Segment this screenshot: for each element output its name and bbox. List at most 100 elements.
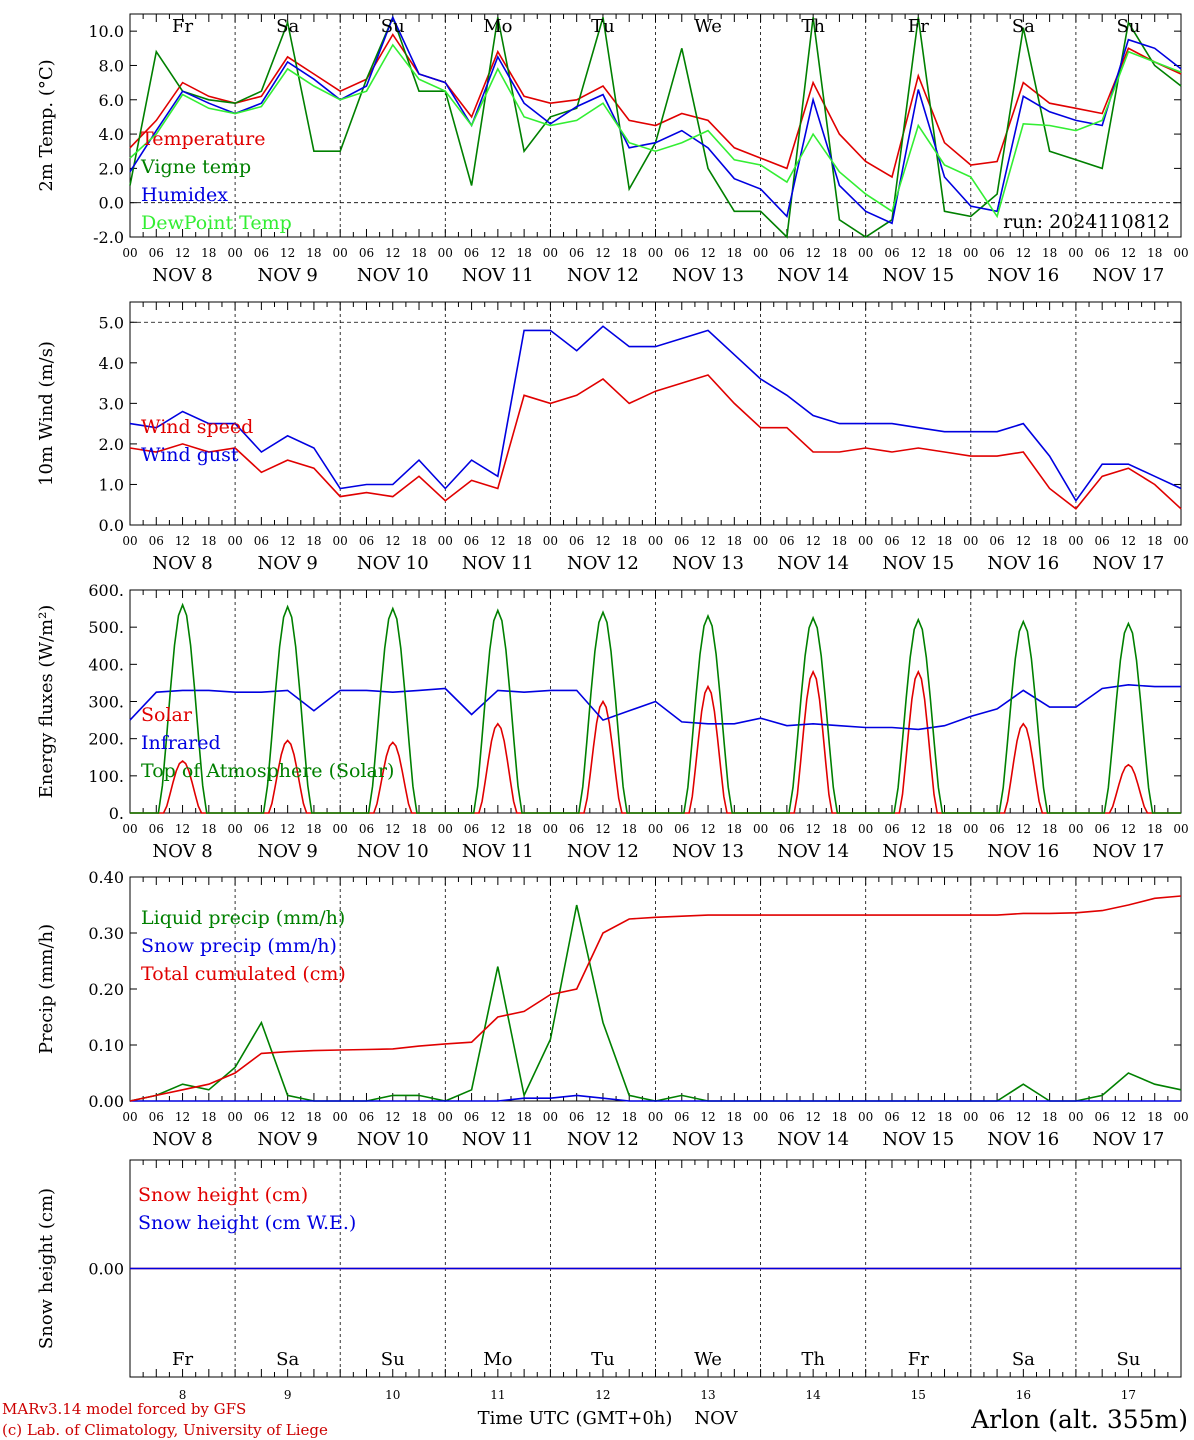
x-hour-label: 00 [1173,246,1188,260]
x-hour-label: 06 [464,534,479,548]
x-hour-label: 00 [543,246,558,260]
x-hour-label: 06 [569,1110,584,1124]
x-hour-label: 12 [1016,1110,1031,1124]
date-label: NOV 8 [152,553,212,574]
x-hour-label: 06 [464,1110,479,1124]
x-hour-label: 00 [543,1110,558,1124]
series-line-2 [129,325,1182,503]
y-tick-label: 5.0 [99,313,124,332]
date-label: NOV 14 [777,553,849,574]
x-hour-label: 18 [516,822,531,836]
x-hour-label: 06 [569,822,584,836]
y-axis-title: Precip (mm/h) [36,924,57,1054]
weekday-label: Fr [172,16,193,37]
panel-4 [129,876,1182,1102]
x-hour-label: 12 [806,822,821,836]
x-hour-label: 18 [516,1110,531,1124]
x-hour-label: 00 [858,1110,873,1124]
x-hour-label: 18 [1147,822,1162,836]
x-hour-label: 12 [700,534,715,548]
series-line-1 [129,374,1182,510]
x-hour-label: 00 [1173,822,1188,836]
date-label: NOV 10 [357,1129,429,1150]
date-label: NOV 10 [357,553,429,574]
x-hour-label: 00 [1068,822,1083,836]
x-hour-label: 12 [175,246,190,260]
date-label: NOV 13 [672,841,744,862]
day-number: 10 [385,1388,400,1402]
weekday-label: Th [801,1349,825,1370]
x-hour-label: 00 [753,534,768,548]
x-hour-label: 18 [1147,1110,1162,1124]
y-tick-label: 0.00 [88,1092,124,1111]
y-tick-label: 100. [88,767,124,786]
month-label: NOV [694,1408,738,1429]
y-tick-label: -2.0 [93,228,124,247]
x-hour-label: 00 [227,246,242,260]
x-axis-title: Time UTC (GMT+0h) [478,1408,673,1429]
x-hour-label: 12 [806,1110,821,1124]
y-tick-label: 0.40 [88,868,124,887]
legend-entry: DewPoint Temp [141,212,292,234]
x-hour-label: 00 [1173,534,1188,548]
y-tick-label: 0.00 [88,1260,124,1279]
legend-entry: Wind speed [141,416,253,438]
x-hour-label: 00 [333,534,348,548]
series-line-2 [130,1094,1181,1102]
x-hour-label: 12 [911,1110,926,1124]
y-tick-label: 600. [88,581,124,600]
x-hour-label: 12 [1016,246,1031,260]
x-hour-label: 06 [989,534,1004,548]
x-hour-label: 06 [989,1110,1004,1124]
x-hour-label: 18 [306,822,321,836]
legend-entry: Total cumulated (cm) [141,963,346,985]
date-label: NOV 17 [1093,265,1165,286]
weekday-label: Th [801,16,825,37]
weekday-label: Sa [1012,16,1035,37]
date-label: NOV 17 [1093,1129,1165,1150]
x-hour-label: 12 [280,246,295,260]
date-label: NOV 12 [567,553,639,574]
day-number: 8 [179,1388,187,1402]
weekday-label: We [694,16,722,37]
y-tick-label: 2.0 [99,159,124,178]
x-hour-label: 18 [1042,534,1057,548]
legend-entry: Snow precip (mm/h) [141,935,337,957]
x-hour-label: 18 [622,822,637,836]
x-hour-label: 18 [832,534,847,548]
x-hour-label: 00 [963,1110,978,1124]
weekday-label: Tu [591,1349,615,1370]
y-tick-label: 0.10 [88,1036,124,1055]
date-label: NOV 16 [987,265,1059,286]
x-hour-label: 06 [884,534,899,548]
x-hour-label: 18 [411,822,426,836]
x-hour-label: 18 [306,534,321,548]
x-hour-label: 18 [622,534,637,548]
y-tick-label: 4.0 [99,354,124,373]
x-hour-label: 00 [122,246,137,260]
x-hour-label: 00 [333,246,348,260]
x-hour-label: 00 [1068,534,1083,548]
x-hour-label: 18 [1042,246,1057,260]
x-hour-label: 00 [858,822,873,836]
legend-entry: Temperature [141,128,265,150]
weekday-label: We [694,1349,722,1370]
x-hour-label: 18 [727,534,742,548]
date-label: NOV 15 [882,1129,954,1150]
x-hour-label: 12 [175,534,190,548]
x-hour-label: 12 [911,822,926,836]
legend-entry: Snow height (cm W.E.) [138,1212,356,1234]
weekday-label: Mo [483,16,512,37]
weekday-label: Sa [276,16,299,37]
date-label: NOV 15 [882,265,954,286]
x-hour-label: 00 [1068,246,1083,260]
y-tick-label: 2.0 [99,435,124,454]
date-label: NOV 11 [462,841,534,862]
date-label: NOV 16 [987,841,1059,862]
x-hour-label: 12 [700,1110,715,1124]
plot-frame [129,301,1182,526]
x-hour-label: 00 [227,822,242,836]
x-hour-label: 06 [1095,1110,1110,1124]
x-hour-label: 18 [201,534,216,548]
x-hour-label: 06 [149,822,164,836]
